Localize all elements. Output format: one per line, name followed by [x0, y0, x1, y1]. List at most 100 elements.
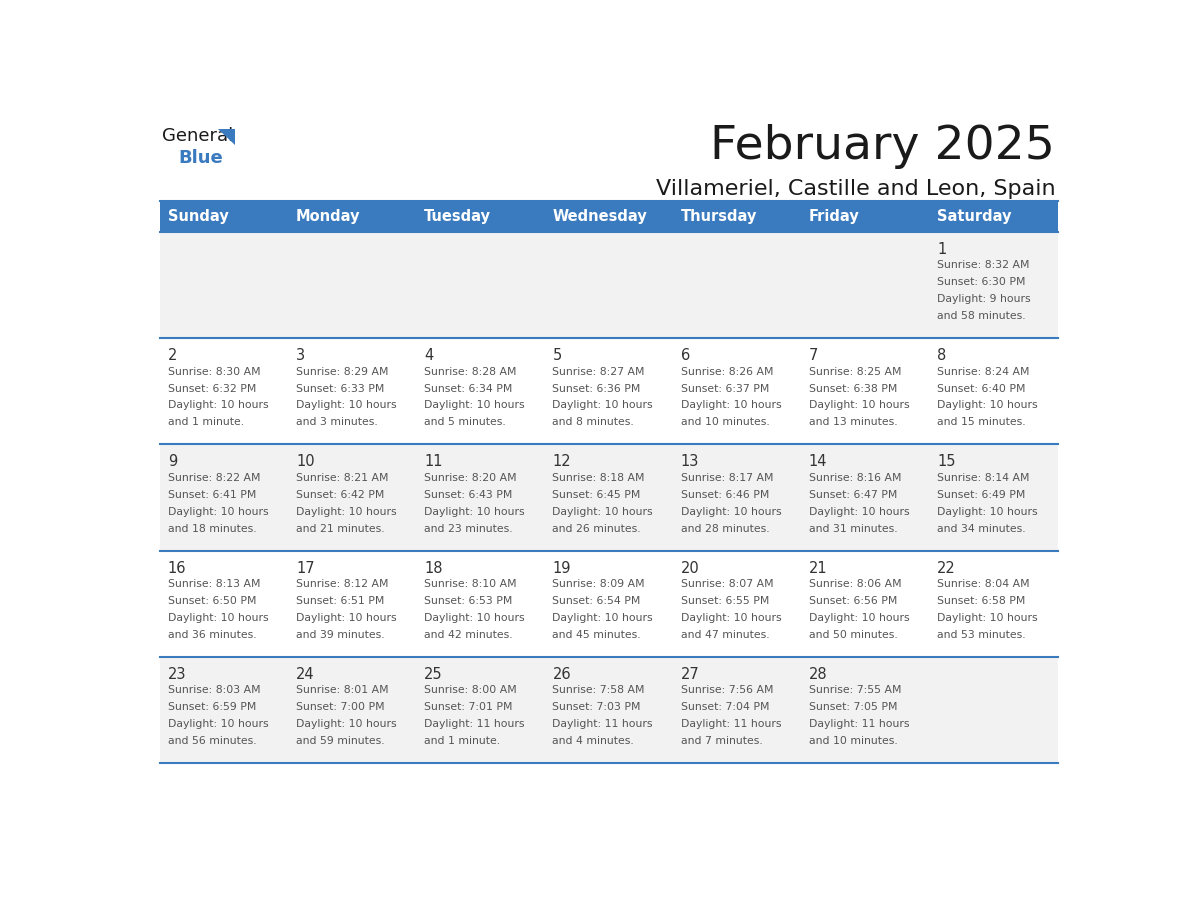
Text: Daylight: 10 hours: Daylight: 10 hours [809, 507, 910, 517]
Text: Sunrise: 7:58 AM: Sunrise: 7:58 AM [552, 686, 645, 695]
Text: Sunset: 6:50 PM: Sunset: 6:50 PM [168, 596, 257, 606]
Text: Tuesday: Tuesday [424, 209, 492, 224]
Text: Sunrise: 8:29 AM: Sunrise: 8:29 AM [296, 366, 388, 376]
Text: and 39 minutes.: and 39 minutes. [296, 630, 385, 640]
Text: Blue: Blue [178, 149, 222, 167]
Text: Sunset: 6:36 PM: Sunset: 6:36 PM [552, 384, 640, 394]
Text: and 36 minutes.: and 36 minutes. [168, 630, 257, 640]
Bar [160, 338, 1057, 444]
Text: 5: 5 [552, 348, 562, 364]
Text: Thursday: Thursday [681, 209, 757, 224]
Polygon shape [219, 129, 234, 145]
Text: 21: 21 [809, 561, 828, 576]
Text: Sunrise: 8:09 AM: Sunrise: 8:09 AM [552, 579, 645, 589]
Text: 11: 11 [424, 454, 443, 469]
Text: Daylight: 10 hours: Daylight: 10 hours [168, 613, 268, 623]
Text: Daylight: 10 hours: Daylight: 10 hours [168, 719, 268, 729]
Text: 4: 4 [424, 348, 434, 364]
Text: Sunset: 6:43 PM: Sunset: 6:43 PM [424, 490, 513, 499]
Text: 20: 20 [681, 561, 700, 576]
Text: Sunset: 6:53 PM: Sunset: 6:53 PM [424, 596, 513, 606]
Text: Daylight: 10 hours: Daylight: 10 hours [552, 400, 653, 410]
Text: Daylight: 10 hours: Daylight: 10 hours [296, 400, 397, 410]
Text: Sunset: 6:55 PM: Sunset: 6:55 PM [681, 596, 769, 606]
Text: Sunset: 6:54 PM: Sunset: 6:54 PM [552, 596, 640, 606]
Text: Wednesday: Wednesday [552, 209, 647, 224]
Text: Daylight: 10 hours: Daylight: 10 hours [168, 507, 268, 517]
Text: Sunset: 7:03 PM: Sunset: 7:03 PM [552, 702, 642, 712]
Text: Sunrise: 8:30 AM: Sunrise: 8:30 AM [168, 366, 260, 376]
Text: Daylight: 9 hours: Daylight: 9 hours [937, 294, 1031, 304]
Text: Daylight: 10 hours: Daylight: 10 hours [937, 613, 1038, 623]
Text: Sunrise: 7:56 AM: Sunrise: 7:56 AM [681, 686, 773, 695]
Text: Daylight: 11 hours: Daylight: 11 hours [681, 719, 782, 729]
Text: and 7 minutes.: and 7 minutes. [681, 736, 763, 746]
Text: Sunset: 7:04 PM: Sunset: 7:04 PM [681, 702, 769, 712]
Text: and 59 minutes.: and 59 minutes. [296, 736, 385, 746]
Text: Daylight: 10 hours: Daylight: 10 hours [296, 507, 397, 517]
Text: 27: 27 [681, 666, 700, 682]
Text: and 15 minutes.: and 15 minutes. [937, 418, 1025, 428]
Text: 23: 23 [168, 666, 187, 682]
Text: Monday: Monday [296, 209, 361, 224]
Text: and 47 minutes.: and 47 minutes. [681, 630, 770, 640]
Text: Sunset: 6:47 PM: Sunset: 6:47 PM [809, 490, 897, 499]
Text: 18: 18 [424, 561, 443, 576]
Text: Sunset: 6:56 PM: Sunset: 6:56 PM [809, 596, 897, 606]
Text: and 18 minutes.: and 18 minutes. [168, 523, 257, 533]
Text: Daylight: 10 hours: Daylight: 10 hours [168, 400, 268, 410]
Text: 2: 2 [168, 348, 177, 364]
Bar [160, 657, 1057, 763]
Text: 13: 13 [681, 454, 699, 469]
Text: 28: 28 [809, 666, 828, 682]
Text: 24: 24 [296, 666, 315, 682]
Text: 15: 15 [937, 454, 955, 469]
Text: General: General [163, 127, 234, 145]
Text: Sunrise: 8:07 AM: Sunrise: 8:07 AM [681, 579, 773, 589]
Text: 22: 22 [937, 561, 956, 576]
Text: Sunset: 7:01 PM: Sunset: 7:01 PM [424, 702, 513, 712]
Text: 25: 25 [424, 666, 443, 682]
Text: and 8 minutes.: and 8 minutes. [552, 418, 634, 428]
Text: and 4 minutes.: and 4 minutes. [552, 736, 634, 746]
Text: and 10 minutes.: and 10 minutes. [809, 736, 898, 746]
Text: Daylight: 10 hours: Daylight: 10 hours [296, 719, 397, 729]
Text: Daylight: 10 hours: Daylight: 10 hours [424, 507, 525, 517]
Text: 10: 10 [296, 454, 315, 469]
Text: Sunrise: 8:10 AM: Sunrise: 8:10 AM [424, 579, 517, 589]
Text: and 23 minutes.: and 23 minutes. [424, 523, 513, 533]
Text: 16: 16 [168, 561, 187, 576]
Text: Sunrise: 8:06 AM: Sunrise: 8:06 AM [809, 579, 902, 589]
Text: Sunset: 6:32 PM: Sunset: 6:32 PM [168, 384, 257, 394]
Text: 1: 1 [937, 241, 947, 257]
Text: Sunrise: 8:22 AM: Sunrise: 8:22 AM [168, 473, 260, 483]
Text: Daylight: 10 hours: Daylight: 10 hours [937, 507, 1038, 517]
Text: Daylight: 10 hours: Daylight: 10 hours [681, 613, 782, 623]
Bar [160, 201, 1057, 232]
Text: and 50 minutes.: and 50 minutes. [809, 630, 898, 640]
Text: 6: 6 [681, 348, 690, 364]
Text: Sunset: 7:00 PM: Sunset: 7:00 PM [296, 702, 385, 712]
Text: Daylight: 10 hours: Daylight: 10 hours [424, 613, 525, 623]
Text: Daylight: 10 hours: Daylight: 10 hours [552, 613, 653, 623]
Text: Sunset: 6:41 PM: Sunset: 6:41 PM [168, 490, 257, 499]
Text: 9: 9 [168, 454, 177, 469]
Text: 3: 3 [296, 348, 305, 364]
Text: Sunset: 6:59 PM: Sunset: 6:59 PM [168, 702, 257, 712]
Text: and 21 minutes.: and 21 minutes. [296, 523, 385, 533]
Text: 19: 19 [552, 561, 571, 576]
Text: Daylight: 10 hours: Daylight: 10 hours [809, 400, 910, 410]
Text: Sunrise: 8:00 AM: Sunrise: 8:00 AM [424, 686, 517, 695]
Text: Sunrise: 8:04 AM: Sunrise: 8:04 AM [937, 579, 1030, 589]
Text: and 13 minutes.: and 13 minutes. [809, 418, 898, 428]
Text: Sunrise: 8:28 AM: Sunrise: 8:28 AM [424, 366, 517, 376]
Text: Villameriel, Castille and Leon, Spain: Villameriel, Castille and Leon, Spain [656, 179, 1055, 199]
Text: and 34 minutes.: and 34 minutes. [937, 523, 1025, 533]
Text: Sunset: 7:05 PM: Sunset: 7:05 PM [809, 702, 897, 712]
Text: and 5 minutes.: and 5 minutes. [424, 418, 506, 428]
Text: Sunset: 6:58 PM: Sunset: 6:58 PM [937, 596, 1025, 606]
Text: Sunset: 6:51 PM: Sunset: 6:51 PM [296, 596, 385, 606]
Text: Sunrise: 8:18 AM: Sunrise: 8:18 AM [552, 473, 645, 483]
Text: and 56 minutes.: and 56 minutes. [168, 736, 257, 746]
Text: Sunrise: 8:32 AM: Sunrise: 8:32 AM [937, 261, 1030, 270]
